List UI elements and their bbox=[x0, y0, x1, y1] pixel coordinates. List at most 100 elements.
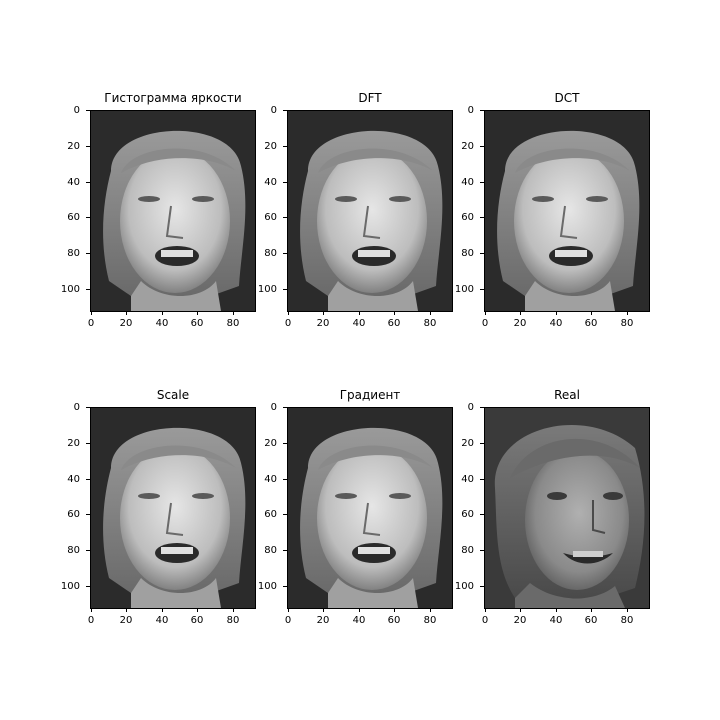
y-tick-label: 20 bbox=[264, 141, 277, 152]
tick-mark bbox=[283, 182, 287, 183]
y-tick-label: 0 bbox=[467, 402, 474, 413]
face-processed bbox=[91, 408, 255, 608]
x-tick-label: 20 bbox=[119, 615, 133, 626]
tick-mark bbox=[485, 608, 486, 612]
y-tick-label: 80 bbox=[67, 248, 80, 259]
x-tick-label: 20 bbox=[513, 318, 527, 329]
x-tick-label: 0 bbox=[87, 615, 95, 626]
subplot-dft: DFT 0 20 40 60 80 100 bbox=[258, 91, 453, 329]
tick-mark bbox=[520, 311, 521, 315]
tick-mark bbox=[86, 586, 90, 587]
face-image bbox=[90, 407, 256, 609]
y-tick-label: 80 bbox=[461, 545, 474, 556]
y-tick-label: 100 bbox=[454, 284, 474, 295]
face-image bbox=[484, 407, 650, 609]
face-processed bbox=[288, 408, 452, 608]
tick-mark bbox=[556, 311, 557, 315]
tick-mark bbox=[86, 217, 90, 218]
x-tick-label: 20 bbox=[513, 615, 527, 626]
y-tick-label: 0 bbox=[73, 402, 80, 413]
x-tick-label: 40 bbox=[352, 615, 366, 626]
tick-mark bbox=[359, 311, 360, 315]
tick-mark bbox=[556, 608, 557, 612]
subplot-dct: DCT 0 20 40 60 80 100 bbox=[455, 91, 650, 329]
y-tick-label: 0 bbox=[270, 402, 277, 413]
panel-title: Гистограмма яркости bbox=[104, 91, 242, 105]
tick-mark bbox=[323, 608, 324, 612]
tick-mark bbox=[485, 311, 486, 315]
tick-mark bbox=[480, 182, 484, 183]
subplot-brightness-histogram: Гистограмма яркости 0 20 40 60 80 bbox=[61, 91, 256, 329]
y-tick-label: 0 bbox=[270, 105, 277, 116]
tick-mark bbox=[430, 608, 431, 612]
tick-mark bbox=[283, 550, 287, 551]
tick-mark bbox=[591, 311, 592, 315]
tick-mark bbox=[197, 311, 198, 315]
y-tick-label: 80 bbox=[264, 248, 277, 259]
tick-mark bbox=[520, 608, 521, 612]
x-tick-label: 0 bbox=[481, 318, 489, 329]
tick-mark bbox=[91, 311, 92, 315]
x-tick-label: 20 bbox=[119, 318, 133, 329]
y-tick-label: 60 bbox=[67, 212, 80, 223]
tick-mark bbox=[283, 479, 287, 480]
tick-mark bbox=[480, 479, 484, 480]
tick-mark bbox=[283, 514, 287, 515]
y-tick-label: 60 bbox=[461, 212, 474, 223]
y-tick-label: 20 bbox=[67, 141, 80, 152]
tick-mark bbox=[288, 608, 289, 612]
tick-mark bbox=[591, 608, 592, 612]
tick-mark bbox=[86, 289, 90, 290]
tick-mark bbox=[86, 443, 90, 444]
face-processed bbox=[485, 111, 649, 311]
x-tick-label: 0 bbox=[481, 615, 489, 626]
y-tick-label: 60 bbox=[264, 212, 277, 223]
tick-mark bbox=[430, 311, 431, 315]
y-tick-label: 100 bbox=[454, 581, 474, 592]
y-tick-label: 100 bbox=[60, 581, 80, 592]
tick-mark bbox=[480, 443, 484, 444]
x-tick-label: 40 bbox=[549, 615, 563, 626]
tick-mark bbox=[283, 253, 287, 254]
y-tick-label: 80 bbox=[264, 545, 277, 556]
face-image bbox=[484, 110, 650, 312]
face-processed bbox=[288, 111, 452, 311]
y-tick-label: 100 bbox=[60, 284, 80, 295]
y-tick-label: 20 bbox=[264, 438, 277, 449]
x-tick-label: 60 bbox=[584, 318, 598, 329]
tick-mark bbox=[86, 514, 90, 515]
x-tick-label: 20 bbox=[316, 615, 330, 626]
tick-mark bbox=[323, 311, 324, 315]
y-tick-label: 0 bbox=[467, 105, 474, 116]
x-tick-label: 80 bbox=[423, 615, 437, 626]
tick-mark bbox=[283, 407, 287, 408]
tick-mark bbox=[283, 146, 287, 147]
panel-title: DFT bbox=[358, 91, 382, 105]
x-tick-label: 40 bbox=[155, 318, 169, 329]
tick-mark bbox=[627, 608, 628, 612]
x-tick-label: 60 bbox=[387, 615, 401, 626]
x-tick-label: 0 bbox=[284, 318, 292, 329]
tick-mark bbox=[126, 311, 127, 315]
y-tick-label: 40 bbox=[461, 177, 474, 188]
y-tick-label: 40 bbox=[67, 177, 80, 188]
panel-title: Scale bbox=[156, 388, 190, 402]
tick-mark bbox=[91, 608, 92, 612]
x-tick-label: 80 bbox=[226, 318, 240, 329]
tick-mark bbox=[627, 311, 628, 315]
x-tick-label: 0 bbox=[87, 318, 95, 329]
tick-mark bbox=[480, 253, 484, 254]
y-tick-label: 20 bbox=[67, 438, 80, 449]
x-tick-label: 80 bbox=[620, 615, 634, 626]
y-tick-label: 100 bbox=[257, 284, 277, 295]
tick-mark bbox=[197, 608, 198, 612]
tick-mark bbox=[480, 146, 484, 147]
panel-title: Real bbox=[554, 388, 580, 402]
face-image bbox=[90, 110, 256, 312]
panel-title: Градиент bbox=[339, 388, 401, 402]
y-tick-label: 40 bbox=[264, 474, 277, 485]
tick-mark bbox=[480, 514, 484, 515]
x-tick-label: 60 bbox=[190, 318, 204, 329]
y-tick-label: 60 bbox=[264, 509, 277, 520]
x-tick-label: 60 bbox=[190, 615, 204, 626]
